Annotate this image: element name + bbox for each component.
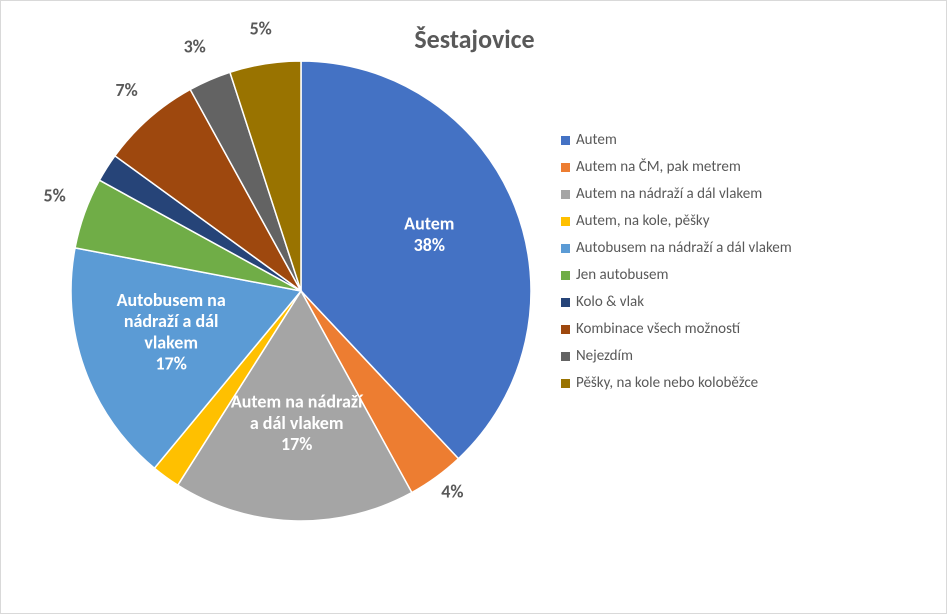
slice-data-label: 5% [44,185,66,207]
legend-item: Autem, na kole, pěšky [561,212,931,230]
legend-swatch [561,190,570,199]
slice-data-label: 7% [116,79,138,101]
legend-item: Autem [561,131,931,149]
pie-chart: Autem38%4%Autem na nádražía dál vlakem17… [71,61,531,521]
legend-item: Kombinace všech možností [561,320,931,338]
legend-item: Kolo & vlak [561,293,931,311]
legend-label: Kolo & vlak [576,293,644,311]
legend-label: Autem, na kole, pěšky [576,212,710,230]
legend-label: Pěšky, na kole nebo koloběžce [576,374,758,392]
legend-label: Nejezdím [576,347,633,365]
legend-swatch [561,271,570,280]
legend-item: Pěšky, na kole nebo koloběžce [561,374,931,392]
legend-item: Autobusem na nádraží a dál vlakem [561,239,931,257]
legend-swatch [561,217,570,226]
slice-data-label: 5% [250,18,272,40]
legend-item: Autem na nádraží a dál vlakem [561,185,931,203]
legend-swatch [561,352,570,361]
legend-item: Autem na ČM, pak metrem [561,158,931,176]
legend-item: Nejezdím [561,347,931,365]
legend: Autem Autem na ČM, pak metrem Autem na nád… [561,131,931,401]
legend-label: Jen autobusem [576,266,668,284]
legend-item: Jen autobusem [561,266,931,284]
legend-swatch [561,379,570,388]
slice-data-label: 4% [441,480,463,502]
legend-swatch [561,244,570,253]
legend-label: Autobusem na nádraží a dál vlakem [576,239,792,257]
legend-swatch [561,298,570,307]
legend-swatch [561,163,570,172]
chart-title: Šestajovice [1,23,947,55]
legend-label: Kombinace všech možností [576,320,740,338]
legend-label: Autem na nádraží a dál vlakem [576,185,762,203]
legend-label: Autem na ČM, pak metrem [576,158,741,176]
legend-swatch [561,136,570,145]
legend-swatch [561,325,570,334]
legend-label: Autem [576,131,617,149]
slice-data-label: 3% [184,36,206,58]
